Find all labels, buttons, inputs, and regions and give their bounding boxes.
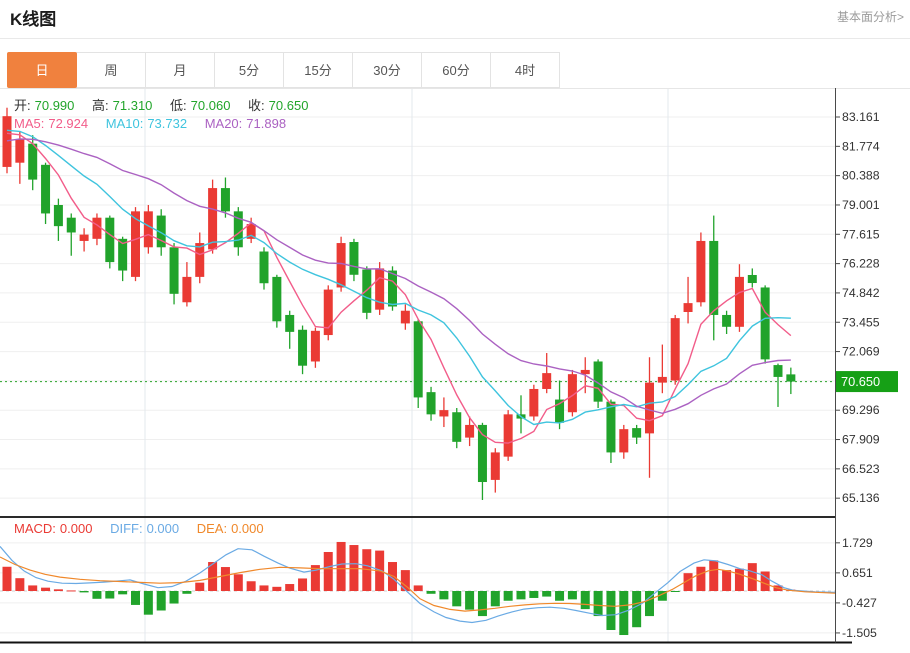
high-value: 71.310	[112, 98, 153, 113]
tab-4hour[interactable]: 4时	[490, 52, 560, 88]
close-value: 70.650	[268, 98, 309, 113]
axis-tick-label: 83.161	[842, 110, 880, 124]
low-label: 低:	[170, 98, 187, 113]
axis-tick-label: 77.615	[842, 227, 880, 241]
tab-5min[interactable]: 5分	[214, 52, 284, 88]
tab-15min[interactable]: 15分	[283, 52, 353, 88]
ma-legend: MA5: 72.924 MA10: 73.732 MA20: 71.898	[14, 116, 290, 131]
current-price-badge-value: 70.650	[841, 374, 880, 389]
tab-month[interactable]: 月	[145, 52, 215, 88]
open-label: 开:	[14, 98, 31, 113]
period-tab-bar: 日周月 5分 15分 30分 60分 4时	[7, 52, 560, 88]
ma5-value: 72.924	[48, 116, 89, 131]
ma10-layer	[6, 129, 791, 426]
axis-tick-label: 69.296	[842, 403, 880, 417]
macd-axis: 1.729 0.651 -0.427 -1.505	[835, 536, 877, 640]
axis-tick-label: 1.729	[842, 536, 873, 550]
ma20-value: 71.898	[246, 116, 287, 131]
ma10-line	[6, 129, 791, 426]
diff-label: DIFF:	[110, 521, 143, 536]
macd-value: 0.000	[59, 521, 93, 536]
ma5-label: MA5:	[14, 116, 45, 131]
price-axis: 83.161 81.774 80.388 79.001 77.615 76.228 74.8…	[835, 110, 880, 505]
axis-tick-label: -1.505	[842, 626, 877, 640]
macd-label: MACD:	[14, 521, 56, 536]
axis-tick-label: 81.774	[842, 139, 880, 153]
dea-line	[0, 556, 836, 612]
page-title: K线图	[10, 10, 57, 29]
axis-tick-label: 76.228	[842, 257, 880, 271]
axis-tick-label: 73.455	[842, 315, 880, 329]
diff-value: 0.000	[146, 521, 180, 536]
ma10-value: 73.732	[147, 116, 188, 131]
ma20-label: MA20:	[204, 116, 243, 131]
ma20-layer	[6, 138, 791, 415]
axis-tick-label: 72.069	[842, 345, 880, 359]
close-label: 收:	[248, 98, 265, 113]
tab-60min[interactable]: 60分	[421, 52, 491, 88]
ma20-line	[6, 138, 791, 415]
axis-tick-label: 66.523	[842, 462, 880, 476]
ma10-label: MA10:	[105, 116, 144, 131]
axis-tick-label: 74.842	[842, 286, 880, 300]
axis-tick-label: 79.001	[842, 198, 880, 212]
ma5-layer	[6, 132, 792, 444]
dea-label: DEA:	[196, 521, 228, 536]
macd-histogram	[2, 541, 796, 636]
candles-layer	[2, 107, 796, 500]
high-label: 高:	[92, 98, 109, 113]
axis-tick-label: 80.388	[842, 169, 880, 183]
open-value: 70.990	[34, 98, 75, 113]
tab-day[interactable]: 日	[7, 52, 77, 88]
axis-tick-label: 0.651	[842, 566, 873, 580]
dea-value: 0.000	[231, 521, 264, 536]
macd-legend: MACD: 0.000 DIFF: 0.000 DEA: 0.000	[14, 521, 268, 536]
fundamental-analysis-link[interactable]: 基本面分析>	[836, 10, 904, 24]
axis-tick-label: 67.909	[842, 433, 880, 447]
low-value: 70.060	[190, 98, 231, 113]
tab-week[interactable]: 周	[76, 52, 146, 88]
current-price-badge: 70.650	[836, 371, 898, 393]
axis-tick-label: 65.136	[842, 491, 880, 505]
ohlc-legend: 开: 70.990 高: 71.310 低: 70.060 收: 70.650	[14, 95, 312, 114]
tab-30min[interactable]: 30分	[352, 52, 422, 88]
ma5-line	[6, 132, 792, 444]
axis-tick-label: -0.427	[842, 596, 877, 610]
header-divider	[0, 38, 910, 39]
frame-layer	[0, 88, 852, 644]
